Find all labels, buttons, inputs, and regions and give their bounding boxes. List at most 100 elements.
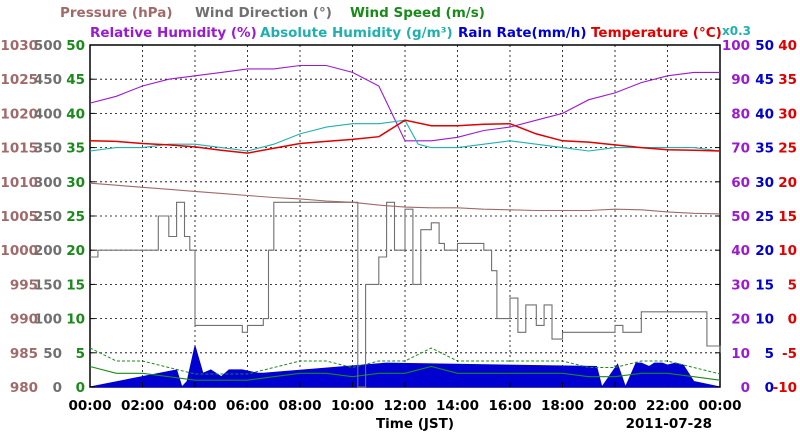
tick-relative-humidity: 20 — [731, 312, 750, 328]
tick-relative-humidity: 80 — [731, 106, 750, 122]
tick-pressure: 1030 — [0, 38, 38, 54]
tick-temperature: 10 — [778, 243, 797, 259]
tick-temperature: 25 — [778, 141, 797, 157]
x-tick: 22:00 — [646, 398, 689, 414]
series-rain-rate — [89, 345, 721, 389]
series-absolute-humidity — [89, 119, 721, 152]
x-tick: 08:00 — [279, 398, 322, 414]
left-axes: 1030102510201015101010051000995990985980… — [0, 38, 95, 396]
tick-wind-direction: 450 — [34, 72, 62, 88]
legend-wind-direction: Wind Direction (°) — [195, 5, 332, 21]
tick-wind-direction: 150 — [34, 277, 62, 293]
tick-rain-rate: 40 — [755, 106, 774, 122]
x-tick: 04:00 — [174, 398, 217, 414]
series-group — [89, 64, 721, 389]
tick-relative-humidity: 30 — [731, 277, 750, 293]
x-tick: 06:00 — [226, 398, 269, 414]
series-pressure — [89, 182, 721, 215]
tick-wind-direction: 300 — [34, 175, 62, 191]
x-tick: 20:00 — [594, 398, 637, 414]
tick-wind-speed: 25 — [66, 209, 85, 225]
tick-rain-rate: 45 — [755, 72, 774, 88]
x-axis-label: Time (JST) — [376, 416, 454, 432]
tick-relative-humidity: 90 — [731, 72, 750, 88]
tick-wind-speed: 20 — [66, 243, 85, 259]
tick-relative-humidity: 10 — [731, 346, 750, 362]
tick-wind-direction: 50 — [43, 346, 62, 362]
x-axis: 00:00 02:00 04:00 06:00 08:00 10:00 12:00 14:00… — [69, 382, 742, 414]
tick-rain-rate: 30 — [755, 175, 774, 191]
x-tick: 00:00 — [699, 398, 742, 414]
series-wind-direction — [90, 201, 721, 388]
tick-wind-speed: 35 — [66, 141, 85, 157]
tick-wind-direction: 250 — [34, 209, 62, 225]
legend-temperature: Temperature (°C) — [591, 25, 722, 41]
x-tick: 14:00 — [436, 398, 479, 414]
tick-relative-humidity: 100 — [722, 38, 750, 54]
tick-pressure: 1005 — [0, 209, 38, 225]
tick-wind-speed: 45 — [66, 72, 85, 88]
tick-pressure: 1025 — [0, 72, 38, 88]
tick-relative-humidity: 50 — [731, 209, 750, 225]
tick-temperature: -5 — [782, 346, 797, 362]
tick-wind-speed: 0 — [76, 380, 85, 396]
tick-pressure: 990 — [10, 312, 38, 328]
legend-pressure: Pressure (hPa) — [60, 5, 173, 21]
tick-rain-rate: 50 — [755, 38, 774, 54]
x-tick: 02:00 — [121, 398, 164, 414]
x-tick: 16:00 — [489, 398, 532, 414]
tick-wind-direction: 0 — [53, 380, 62, 396]
tick-rain-rate: 10 — [755, 312, 774, 328]
tick-pressure: 995 — [10, 277, 38, 293]
tick-temperature: 20 — [778, 175, 797, 191]
tick-wind-speed: 50 — [66, 38, 85, 54]
tick-pressure: 1010 — [0, 175, 38, 191]
tick-temperature: 40 — [778, 38, 797, 54]
tick-wind-direction: 100 — [34, 312, 62, 328]
tick-wind-direction: 400 — [34, 106, 62, 122]
right-axes: 1009080706050403020100504540353025201510… — [715, 38, 797, 396]
x-tick: 00:00 — [69, 398, 112, 414]
tick-wind-speed: 30 — [66, 175, 85, 191]
tick-temperature: 0 — [788, 312, 797, 328]
chart-date: 2011-07-28 — [626, 416, 712, 432]
tick-rain-rate: 35 — [755, 141, 774, 157]
tick-pressure: 1020 — [0, 106, 38, 122]
tick-wind-direction: 350 — [34, 141, 62, 157]
tick-temperature: 30 — [778, 106, 797, 122]
x-tick: 10:00 — [331, 398, 374, 414]
tick-pressure: 985 — [10, 346, 38, 362]
x-tick: 12:00 — [384, 398, 427, 414]
legend-rain-rate: Rain Rate(mm/h) — [458, 25, 587, 41]
legend-wind-speed: Wind Speed (m/s) — [350, 5, 485, 21]
series-relative-humidity — [89, 64, 720, 142]
tick-rain-rate: 15 — [755, 277, 774, 293]
tick-relative-humidity: 70 — [731, 141, 750, 157]
tick-pressure: 1015 — [0, 141, 38, 157]
tick-relative-humidity: 60 — [731, 175, 750, 191]
tick-relative-humidity: 40 — [731, 243, 750, 259]
tick-temperature: 5 — [788, 277, 797, 293]
tick-rain-rate: 25 — [755, 209, 774, 225]
tick-rain-rate: 0 — [765, 380, 774, 396]
tick-pressure: 980 — [10, 380, 38, 396]
tick-wind-direction: 500 — [34, 38, 62, 54]
tick-wind-speed: 40 — [66, 106, 85, 122]
series-wind-speed — [89, 365, 721, 381]
tick-wind-direction: 200 — [34, 243, 62, 259]
scale-note: x0.3 — [722, 24, 751, 38]
tick-temperature: 35 — [778, 72, 797, 88]
tick-pressure: 1000 — [0, 243, 38, 259]
tick-temperature: 15 — [778, 209, 797, 225]
series-wind-gust — [89, 347, 721, 375]
legend-absolute-humidity: Absolute Humidity (g/m³) — [260, 25, 453, 41]
tick-wind-speed: 15 — [66, 277, 85, 293]
tick-relative-humidity: 0 — [741, 380, 750, 396]
tick-wind-speed: 5 — [76, 346, 85, 362]
x-tick: 18:00 — [541, 398, 584, 414]
legend-relative-humidity: Relative Humidity (%) — [90, 25, 257, 41]
tick-temperature: -10 — [773, 380, 797, 396]
tick-wind-speed: 10 — [66, 312, 85, 328]
tick-rain-rate: 5 — [765, 346, 774, 362]
